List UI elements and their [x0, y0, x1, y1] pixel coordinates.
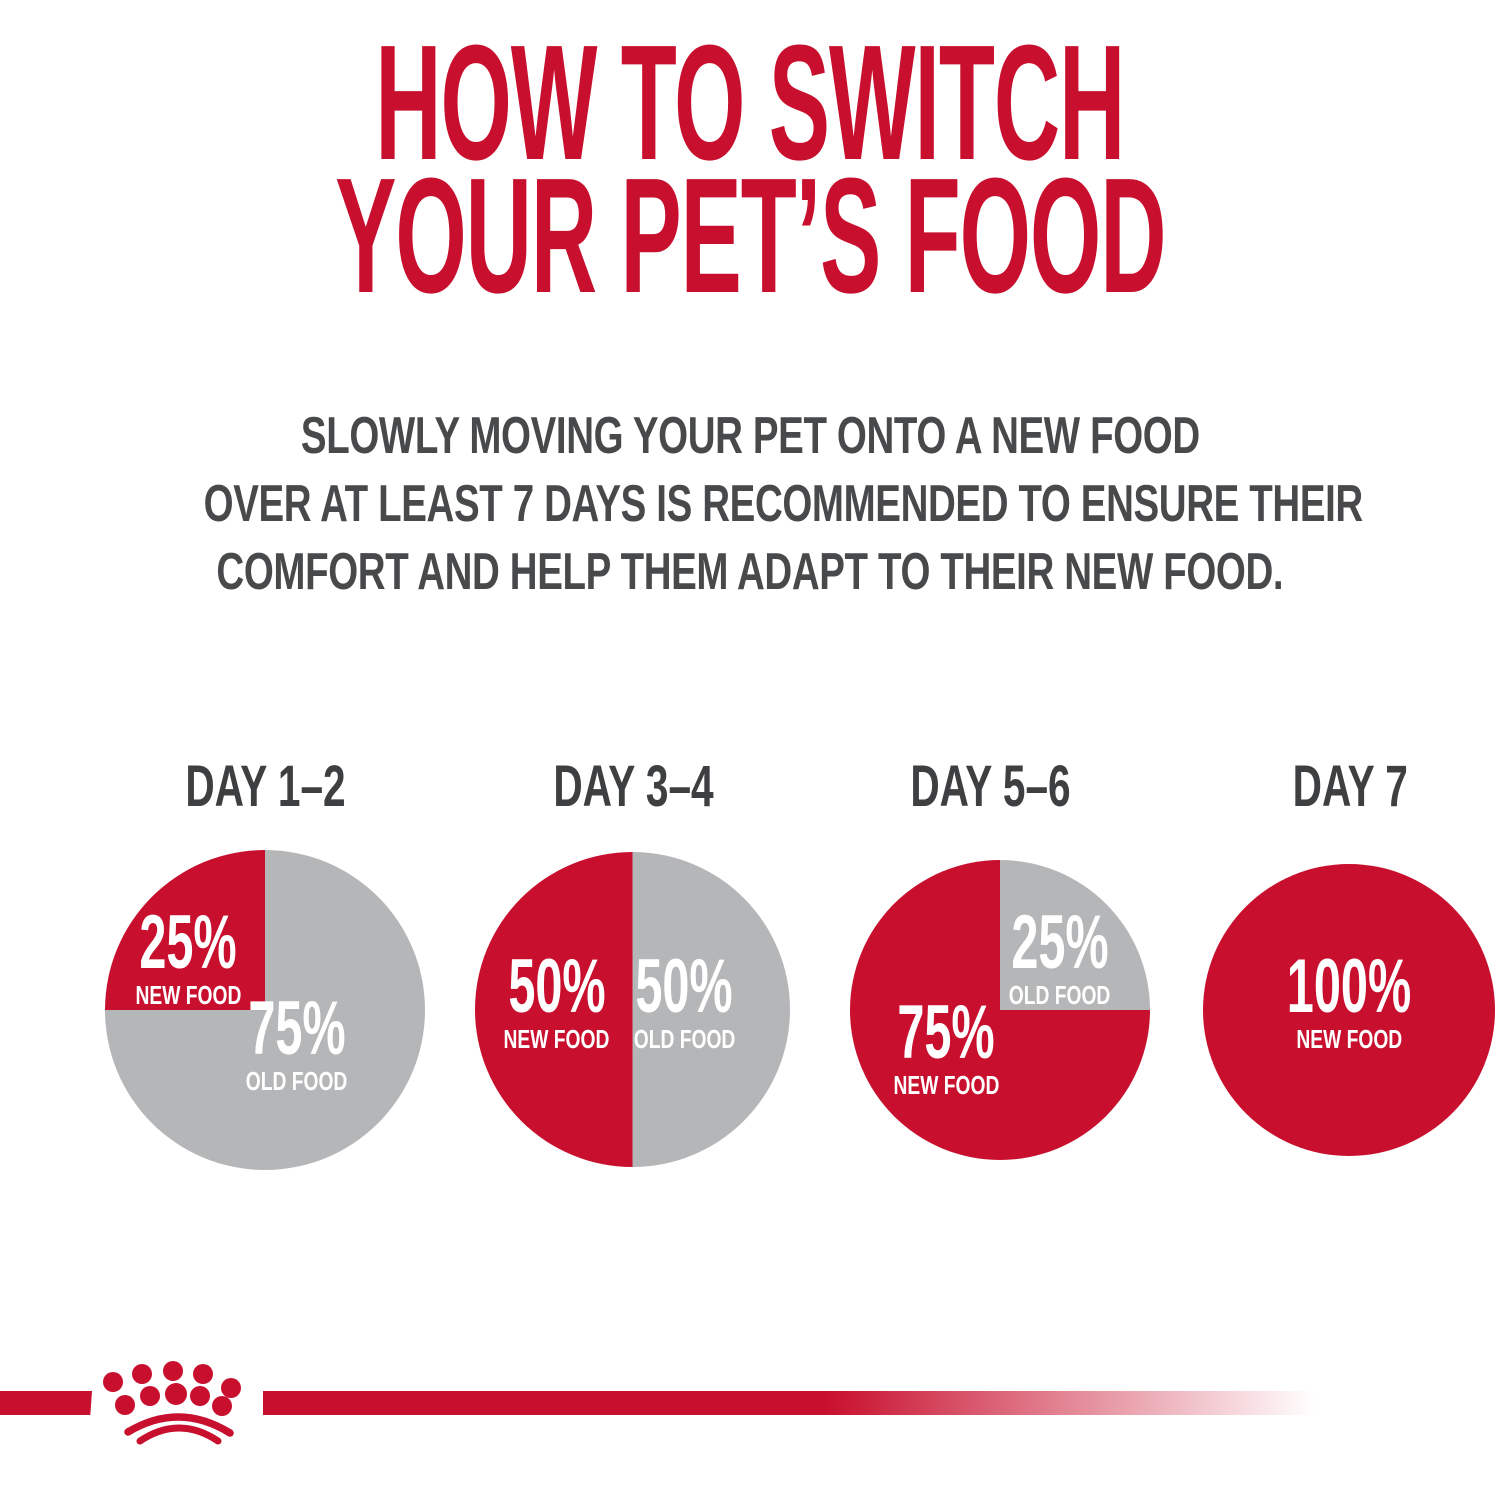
old-food-percent: 75% — [248, 986, 346, 1072]
new-food-percent: 75% — [897, 990, 995, 1075]
new-food-label: NEW FOOD — [503, 1024, 610, 1055]
old-food-label: OLD FOOD — [246, 1066, 348, 1097]
day-5-6-label: DAY 5–6 — [909, 754, 1071, 819]
old-food-callout: 50% OLD FOOD — [608, 944, 760, 1055]
intro-text-line2: OVER AT LEAST 7 DAYS IS RECOMMENDED TO E… — [203, 475, 1364, 533]
page-title-line1: HOW TO SWITCH — [375, 11, 1126, 194]
new-food-callout: 100% NEW FOOD — [1252, 943, 1446, 1054]
day-7-label: DAY 7 — [1292, 754, 1408, 819]
intro-text: SLOWLY MOVING YOUR PET ONTO A NEW FOOD O… — [0, 402, 1500, 606]
new-food-label: NEW FOOD — [1296, 1023, 1402, 1054]
new-food-percent: 25% — [139, 899, 237, 985]
new-food-percent: 100% — [1286, 943, 1412, 1029]
intro-text-line3: COMFORT AND HELP THEM ADAPT TO THEIR NEW… — [216, 543, 1284, 601]
old-food-label: OLD FOOD — [1009, 980, 1111, 1010]
new-food-label: NEW FOOD — [135, 979, 242, 1010]
footer-rule-left — [0, 1391, 93, 1415]
old-food-label: OLD FOOD — [633, 1024, 736, 1055]
pie-chart-day-3-4: 50% NEW FOOD 50% OLD FOOD — [475, 852, 790, 1167]
new-food-callout: 50% NEW FOOD — [481, 944, 633, 1055]
intro-text-line1: SLOWLY MOVING YOUR PET ONTO A NEW FOOD — [300, 407, 1200, 465]
pie-chart-day-1-2: 25% NEW FOOD 75% OLD FOOD — [105, 850, 425, 1170]
page-title: HOW TO SWITCH YOUR PET’S FOOD — [0, 11, 1500, 327]
new-food-callout: 25% NEW FOOD — [112, 899, 264, 1010]
pie-chart-day-7: 100% NEW FOOD — [1203, 864, 1495, 1156]
new-food-percent: 50% — [508, 944, 606, 1030]
royal-canin-crown-icon — [103, 1361, 241, 1445]
footer-rule-right-fade — [263, 1391, 1348, 1415]
day-3-4-label: DAY 3–4 — [552, 754, 714, 819]
page-title-line2: YOUR PET’S FOOD — [334, 144, 1166, 327]
day-1-2-label: DAY 1–2 — [184, 754, 346, 819]
new-food-label: NEW FOOD — [893, 1070, 999, 1100]
old-food-callout: 25% OLD FOOD — [984, 900, 1136, 1011]
new-food-callout: 75% NEW FOOD — [870, 990, 1022, 1101]
pie-chart-day-5-6: 25% OLD FOOD 75% NEW FOOD — [850, 860, 1150, 1160]
old-food-percent: 50% — [635, 944, 734, 1030]
old-food-percent: 25% — [1011, 900, 1109, 985]
old-food-callout: 75% OLD FOOD — [221, 986, 373, 1097]
